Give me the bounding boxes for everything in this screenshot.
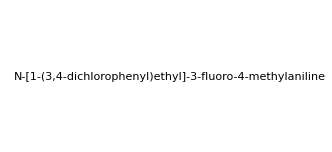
Text: N-[1-(3,4-dichlorophenyl)ethyl]-3-fluoro-4-methylaniline: N-[1-(3,4-dichlorophenyl)ethyl]-3-fluoro…: [14, 72, 326, 82]
